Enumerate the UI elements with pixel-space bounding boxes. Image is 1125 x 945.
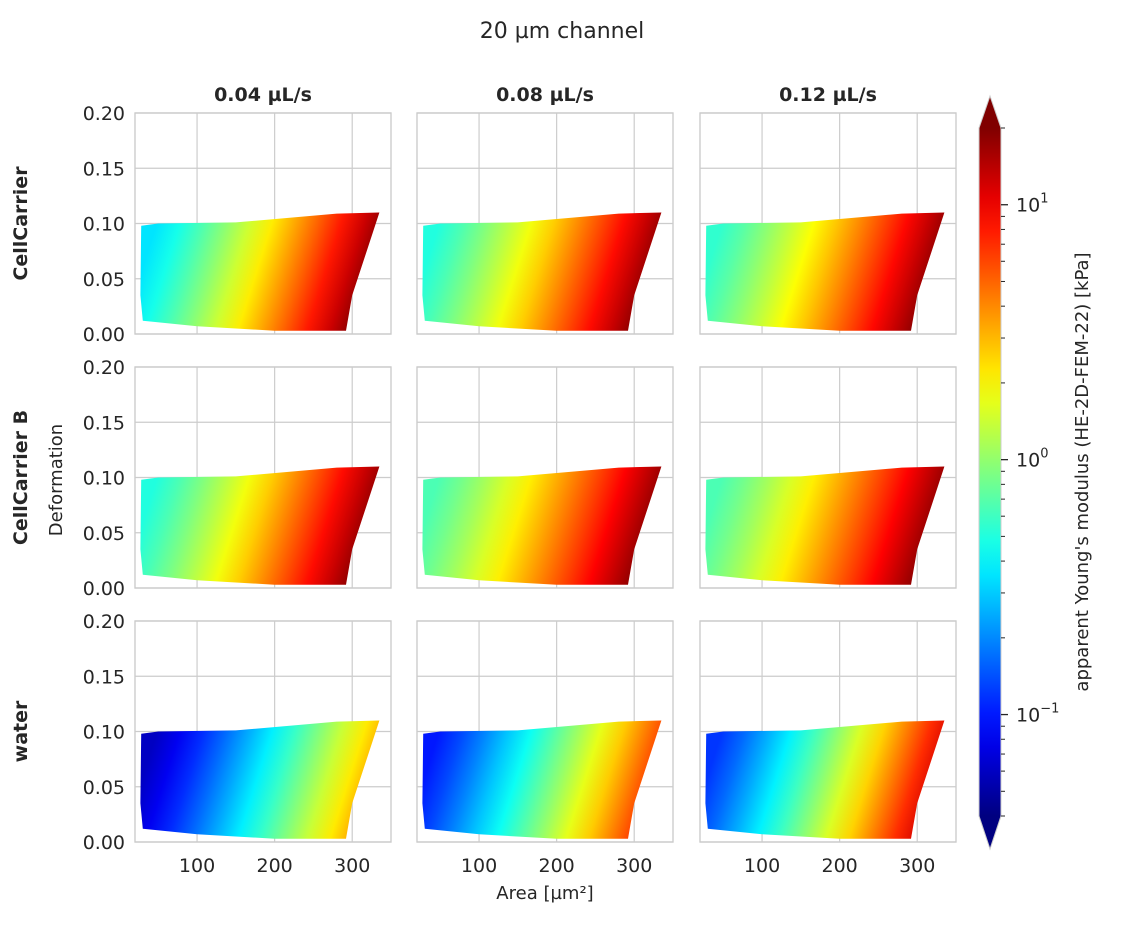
y-tick-label: 0.00: [83, 324, 125, 346]
modulus-region: [422, 720, 662, 839]
modulus-region: [140, 720, 380, 839]
colorbar-extend-min: [979, 816, 1001, 849]
panel-3-3: 100 200 300: [699, 620, 957, 877]
modulus-region: [422, 466, 662, 585]
y-tick-label: 0.05: [83, 269, 125, 291]
y-tick-label: 0.15: [83, 158, 125, 180]
x-tick-label: 100: [461, 855, 497, 877]
modulus-region: [705, 466, 945, 585]
panel-grid: 0.00 0.05 0.10 0.15 0.20 0.00 0.05 0.10 0.15 0.20…: [10, 84, 957, 877]
panel-frame: [699, 620, 957, 843]
panel-1-3: [699, 112, 957, 335]
panel-frame: [416, 366, 674, 589]
x-tick-label: 300: [616, 855, 652, 877]
x-axis-label: Area [µm²]: [496, 883, 593, 904]
panel-3-2: 100 200 300: [416, 620, 674, 877]
x-tick-label: 200: [257, 855, 293, 877]
modulus-region: [705, 720, 945, 839]
panel-1-2: [416, 112, 674, 335]
colorbar-tick-label: 100: [1016, 447, 1048, 472]
panel-frame: [699, 366, 957, 589]
colorbar-tick-label: 10−1: [1016, 702, 1059, 727]
x-tick-label: 300: [334, 855, 370, 877]
x-tick-label: 300: [899, 855, 935, 877]
panel-frame: [416, 620, 674, 843]
x-tick-label: 200: [822, 855, 858, 877]
y-tick-label: 0.10: [83, 214, 125, 236]
y-tick-label: 0.20: [83, 103, 125, 125]
x-tick-label: 200: [539, 855, 575, 877]
y-tick-label: 0.15: [83, 412, 125, 434]
x-tick-label: 100: [179, 855, 215, 877]
panel-frame: [134, 366, 392, 589]
row-label: water: [10, 700, 32, 762]
colorbar-gradient: [979, 128, 1001, 816]
column-title: 0.12 µL/s: [779, 84, 877, 106]
y-tick-label: 0.20: [83, 611, 125, 633]
panel-frame: [416, 112, 674, 335]
y-tick-label: 0.00: [83, 578, 125, 600]
colorbar-label: apparent Young's modulus (HE-2D-FEM-22) …: [1072, 252, 1093, 691]
modulus-region: [140, 466, 380, 585]
modulus-region: [705, 212, 945, 331]
modulus-region: [422, 212, 662, 331]
panel-frame: [134, 620, 392, 843]
y-tick-label: 0.15: [83, 666, 125, 688]
y-tick-label: 0.05: [83, 777, 125, 799]
figure-title: 20 µm channel: [480, 19, 644, 44]
panel-frame: [134, 112, 392, 335]
y-tick-label: 0.10: [83, 722, 125, 744]
y-tick-label: 0.10: [83, 468, 125, 490]
panel-frame: [699, 112, 957, 335]
colorbar-extend-max: [979, 96, 1001, 128]
x-tick-label: 100: [744, 855, 780, 877]
colorbar: 10−1 100 101: [978, 94, 1059, 851]
panel-2-1: 0.00 0.05 0.10 0.15 0.20: [83, 357, 392, 600]
panel-2-2: [416, 366, 674, 589]
y-axis-label: Deformation: [46, 424, 67, 536]
column-title: 0.04 µL/s: [214, 84, 312, 106]
panel-3-1: 0.00 0.05 0.10 0.15 0.20 100 200 300: [83, 611, 392, 877]
row-label: CellCarrier: [10, 166, 32, 281]
row-label: CellCarrier B: [10, 410, 32, 545]
y-tick-label: 0.05: [83, 523, 125, 545]
panel-2-3: [699, 366, 957, 589]
y-tick-label: 0.20: [83, 357, 125, 379]
y-tick-label: 0.00: [83, 832, 125, 854]
modulus-region: [140, 212, 380, 331]
colorbar-tick-label: 101: [1016, 192, 1048, 217]
panel-1-1: 0.00 0.05 0.10 0.15 0.20: [83, 103, 392, 346]
column-title: 0.08 µL/s: [496, 84, 594, 106]
